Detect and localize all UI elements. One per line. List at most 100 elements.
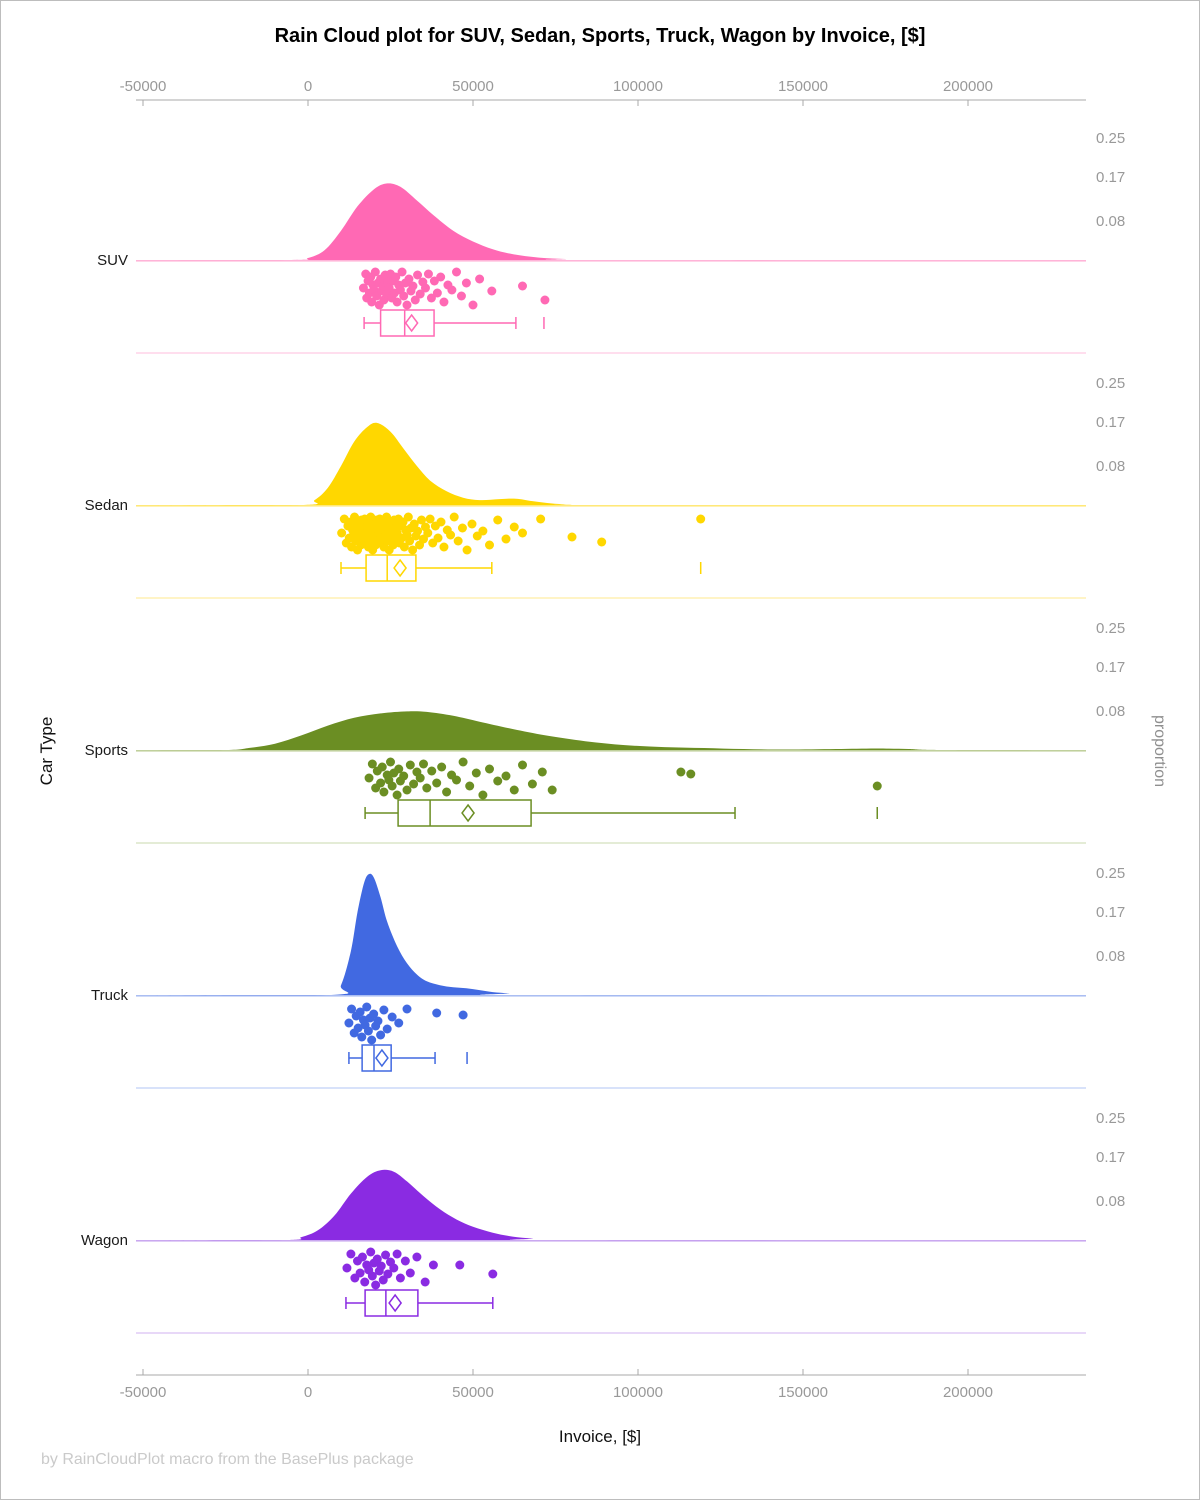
scatter-point xyxy=(382,512,392,522)
scatter-point xyxy=(423,528,433,538)
scatter-point xyxy=(872,781,882,791)
scatter-point xyxy=(493,776,503,786)
scatter-point xyxy=(518,281,527,291)
scatter-point xyxy=(419,759,428,769)
scatter-point xyxy=(344,1018,354,1028)
scatter-point xyxy=(409,519,419,529)
scatter-point xyxy=(403,512,413,522)
scatter-point xyxy=(422,783,432,793)
scatter-point xyxy=(362,1002,372,1012)
scatter-point xyxy=(360,1277,370,1287)
scatter-point xyxy=(367,1271,377,1281)
x-tick-label: 0 xyxy=(304,78,312,95)
scatter-point xyxy=(342,1263,352,1273)
proportion-tick-label: 0.17 xyxy=(1096,1149,1125,1166)
scatter-point xyxy=(439,542,449,552)
scatter-point xyxy=(423,269,433,279)
scatter-point xyxy=(366,1247,376,1257)
scatter-point xyxy=(355,1007,365,1017)
scatter-point xyxy=(436,272,446,282)
scatter-point xyxy=(405,1268,415,1278)
scatter-point xyxy=(426,293,436,303)
scatter-point xyxy=(478,790,488,800)
scatter-point xyxy=(442,787,452,797)
scatter-point xyxy=(357,1252,367,1262)
x-tick-label: -50000 xyxy=(120,1384,167,1401)
category-label: Wagon xyxy=(81,1232,128,1249)
scatter-point xyxy=(402,300,412,310)
density-area xyxy=(136,1169,1086,1241)
scatter-point xyxy=(567,532,577,542)
mean-diamond xyxy=(393,558,408,578)
scatter-point xyxy=(358,283,368,293)
scatter-point xyxy=(436,517,446,527)
x-tick-label: 150000 xyxy=(778,78,828,95)
scatter-point xyxy=(415,289,425,299)
x-tick-label: 50000 xyxy=(452,78,494,95)
scatter-point xyxy=(389,1263,399,1273)
scatter-point xyxy=(395,1273,405,1283)
scatter-point xyxy=(376,1030,386,1040)
proportion-tick-label: 0.25 xyxy=(1096,130,1125,147)
x-axis-title: Invoice, [$] xyxy=(558,1427,642,1446)
scatter-point xyxy=(432,288,442,298)
scatter-point xyxy=(465,781,475,791)
proportion-tick-label: 0.08 xyxy=(1096,703,1125,720)
proportion-tick-label: 0.25 xyxy=(1096,865,1125,882)
scatter-point xyxy=(449,512,459,522)
x-tick-label: 200000 xyxy=(943,1384,993,1401)
scatter-point xyxy=(467,519,477,529)
scatter-point xyxy=(367,1035,377,1045)
density-area xyxy=(136,422,1086,506)
chart-title: Rain Cloud plot for SUV, Sedan, Sports, … xyxy=(274,25,926,47)
scatter-point xyxy=(471,768,481,778)
scatter-point xyxy=(413,270,423,280)
category-band-sedan: Sedan 0.25 0.17 0.08 xyxy=(85,375,1125,599)
scatter-point xyxy=(447,285,457,295)
scatter-point xyxy=(386,757,395,767)
scatter-point xyxy=(509,522,519,532)
x-tick-label: 100000 xyxy=(613,78,663,95)
scatter-point xyxy=(402,785,412,795)
scatter-point xyxy=(379,787,389,797)
scatter-point xyxy=(370,267,380,277)
category-label: Sports xyxy=(85,742,128,759)
scatter-point xyxy=(475,274,485,284)
scatter-point xyxy=(493,515,503,525)
scatter-point xyxy=(402,1004,412,1014)
y2-axis-title: proportion xyxy=(1151,714,1168,788)
density-area xyxy=(136,183,1086,261)
x-tick-label: 50000 xyxy=(452,1384,494,1401)
density-area xyxy=(136,711,1086,751)
attribution-text: by RainCloudPlot macro from the BasePlus… xyxy=(41,1451,414,1468)
scatter-point xyxy=(412,1252,422,1262)
scatter-point xyxy=(487,286,497,296)
scatter-point xyxy=(420,1277,430,1287)
x-tick-label: 150000 xyxy=(778,1384,828,1401)
scatter-point xyxy=(686,769,696,779)
scatter-point xyxy=(376,778,386,788)
scatter-point xyxy=(461,278,471,288)
scatter-point xyxy=(413,526,423,536)
mean-diamond xyxy=(388,1293,403,1313)
category-label: Truck xyxy=(91,987,128,1004)
x-tick-label: -50000 xyxy=(120,78,167,95)
scatter-point xyxy=(518,760,527,770)
scatter-point xyxy=(350,512,360,522)
scatter-point xyxy=(452,267,461,277)
scatter-point xyxy=(437,762,447,772)
scatter-point xyxy=(433,533,443,543)
category-label: SUV xyxy=(97,252,128,269)
proportion-tick-label: 0.25 xyxy=(1096,375,1125,392)
scatter-point xyxy=(347,1004,357,1014)
scatter-point xyxy=(453,536,463,546)
mean-diamond xyxy=(404,313,419,333)
scatter-point xyxy=(485,540,494,550)
proportion-tick-label: 0.17 xyxy=(1096,904,1125,921)
scatter-point xyxy=(415,773,425,783)
scatter-point xyxy=(372,1254,382,1264)
scatter-point xyxy=(427,766,437,776)
proportion-tick-label: 0.17 xyxy=(1096,414,1125,431)
scatter-point xyxy=(417,515,427,525)
